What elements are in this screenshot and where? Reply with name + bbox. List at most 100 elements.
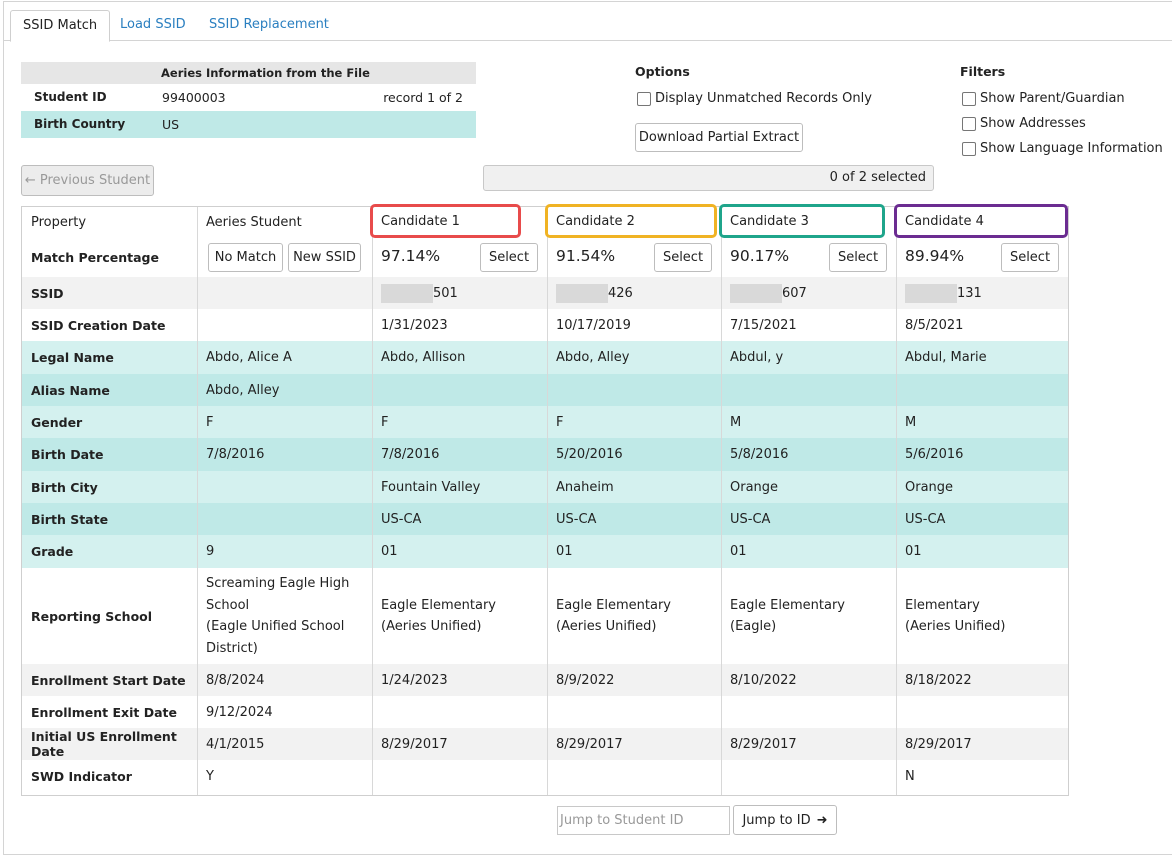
grid-row-bg	[22, 471, 1068, 503]
candidate-1-bdate: 7/8/2016	[381, 447, 440, 462]
student-eexit: 9/12/2024	[206, 704, 273, 720]
candidate-1-initus: 8/29/2017	[381, 736, 448, 752]
candidate-3-gender: M	[730, 414, 742, 430]
candidate-2-select-button[interactable]: Select	[654, 243, 712, 272]
show-language-info-label: Show Language Information	[980, 141, 1163, 156]
student-alias: Abdo, Alley	[206, 382, 280, 398]
grid-row-bg	[22, 760, 1068, 792]
candidate-3-initus: 8/29/2017	[730, 736, 797, 752]
candidate-3-estart: 8/10/2022	[730, 672, 797, 688]
candidate-3-grade: 01	[730, 544, 747, 559]
grid-row-bg	[22, 664, 1068, 696]
candidate-1-created: 1/31/2023	[381, 317, 448, 333]
candidate-4-select-button[interactable]: Select	[1001, 243, 1059, 272]
candidate-1-swd	[372, 760, 547, 792]
student-estart: 8/8/2024	[206, 672, 265, 688]
student-grade: 9	[206, 544, 215, 559]
candidate-1-eexit	[372, 696, 547, 728]
candidate-4-header: Candidate 4	[894, 204, 1068, 238]
no-match-button[interactable]: No Match	[208, 243, 283, 272]
jump-to-id-button[interactable]: Jump to ID ➜	[733, 805, 837, 835]
candidate-2-initus: 8/29/2017	[556, 736, 623, 752]
candidate-ssid-suffix: 607	[782, 285, 807, 301]
candidate-4-estart: 8/18/2022	[905, 672, 972, 688]
grid-col-divider	[197, 207, 198, 795]
candidate-3-bdate: 5/8/2016	[730, 447, 789, 462]
checkbox-box[interactable]	[637, 91, 651, 106]
student-school-line: (Eagle Unified School	[206, 619, 345, 634]
candidate-1-grade: 01	[381, 544, 398, 559]
candidate-comparison-grid: Property Aeries Student Candidate 1 Candida…	[21, 204, 1069, 796]
candidate-1-bstate: US-CA	[381, 511, 422, 527]
show-addresses-checkbox[interactable]: Show Addresses	[962, 116, 1086, 131]
student-created	[197, 309, 372, 341]
candidate-3-select-button[interactable]: Select	[829, 243, 887, 272]
candidate-1-select-button[interactable]: Select	[480, 243, 538, 272]
jump-to-id-label: Jump to ID	[742, 812, 811, 828]
tab-bar: SSID Match Load SSID SSID Replacement	[4, 2, 1172, 42]
redacted-ssid-block	[905, 283, 957, 303]
candidate-3-eexit	[721, 696, 896, 728]
candidate-4-bcity: Orange	[905, 479, 954, 495]
property-header: Property	[31, 215, 87, 230]
student-school-line: District)	[206, 640, 258, 656]
candidate-4-grade: 01	[905, 544, 922, 559]
candidate-2-estart: 8/9/2022	[556, 672, 615, 688]
candidate-3-match-percentage: 90.17%	[730, 247, 790, 265]
candidate-2-school: Eagle Elementary (Aeries Unified)	[547, 568, 721, 664]
row-label-grade: Grade	[31, 544, 74, 559]
candidate-1-gender: F	[381, 414, 389, 430]
row-label-initus: Initial US Enrollment Date	[31, 729, 177, 759]
student-gender: F	[206, 414, 214, 430]
candidate-school-line: Eagle Elementary	[381, 597, 497, 613]
checkbox-box[interactable]	[962, 116, 976, 131]
candidate-2-bdate: 5/20/2016	[556, 447, 623, 462]
record-counter: record 1 of 2	[383, 90, 463, 105]
candidate-3-ssid: 607	[721, 277, 896, 309]
filters-title: Filters	[960, 64, 1006, 79]
row-label-ssid: SSID	[31, 285, 64, 301]
candidate-2-bstate: US-CA	[556, 511, 597, 527]
grid-row-bg	[22, 503, 1068, 535]
birth-country-row: Birth Country US	[21, 111, 476, 138]
candidate-school-line: (Eagle)	[730, 619, 777, 634]
candidate-2-eexit	[547, 696, 721, 728]
candidate-4-alias	[896, 374, 1068, 406]
show-addresses-label: Show Addresses	[980, 116, 1086, 131]
candidate-4-school: Elementary (Aeries Unified)	[896, 568, 1068, 664]
grid-row-bg	[22, 438, 1068, 471]
tab-ssid-replacement[interactable]: SSID Replacement	[209, 17, 329, 32]
grid-col-divider	[896, 207, 897, 795]
grid-row-bg	[22, 238, 1068, 277]
candidate-4-created: 8/5/2021	[905, 317, 964, 333]
show-language-info-checkbox[interactable]: Show Language Information	[962, 141, 1163, 156]
tab-load-ssid[interactable]: Load SSID	[120, 17, 186, 32]
candidate-2-gender: F	[556, 414, 564, 430]
row-label-bdate: Birth Date	[31, 447, 104, 462]
candidate-2-match-percentage: 91.54%	[556, 247, 616, 265]
jump-to-student-input[interactable]: Jump to Student ID	[557, 806, 730, 835]
student-school-line: School	[206, 597, 250, 613]
show-parent-guardian-checkbox[interactable]: Show Parent/Guardian	[962, 91, 1125, 106]
selected-count-bar: 0 of 2 selected	[483, 165, 934, 191]
grid-row-bg	[22, 406, 1068, 438]
file-info-header: Aeries Information from the File	[21, 62, 476, 84]
download-partial-extract-button[interactable]: Download Partial Extract	[635, 123, 803, 152]
tab-ssid-match[interactable]: SSID Match	[10, 10, 111, 42]
candidate-1-header: Candidate 1	[370, 204, 521, 238]
checkbox-box[interactable]	[962, 141, 976, 156]
student-swd: Y	[206, 768, 214, 784]
student-initus: 4/1/2015	[206, 736, 265, 752]
grid-col-divider	[372, 207, 373, 795]
candidate-3-bcity: Orange	[730, 479, 779, 495]
new-ssid-button[interactable]: New SSID	[288, 243, 361, 272]
candidate-1-match-percentage: 97.14%	[381, 247, 441, 265]
candidate-4-bstate: US-CA	[905, 511, 946, 527]
grid-row-bg	[22, 728, 1068, 760]
student-school-line: Screaming Eagle High	[206, 576, 350, 591]
checkbox-box[interactable]	[962, 91, 976, 106]
grid-row-bg	[22, 535, 1068, 568]
previous-student-button[interactable]: ← Previous Student	[21, 165, 154, 196]
unmatched-only-checkbox[interactable]: Display Unmatched Records Only	[637, 91, 872, 106]
candidate-1-legal: Abdo, Allison	[381, 350, 466, 365]
